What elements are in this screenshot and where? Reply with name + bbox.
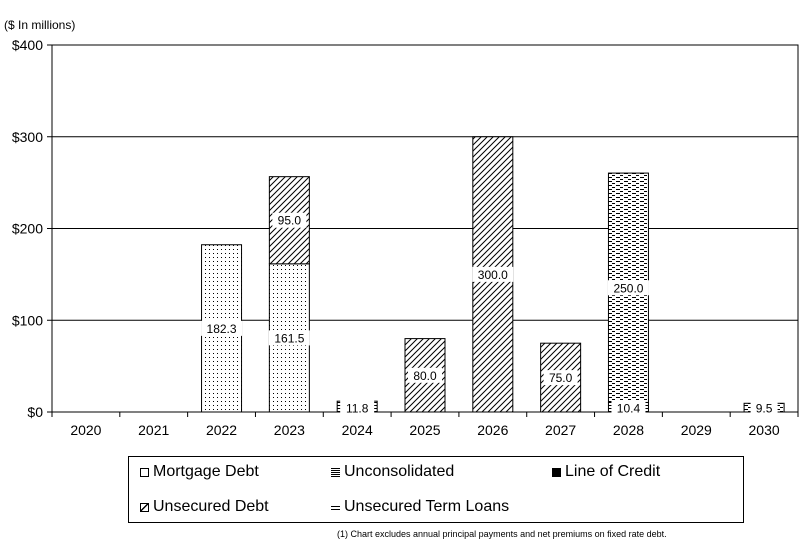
y-tick-label: $0 (27, 404, 43, 420)
legend-label: Unconsolidated (344, 463, 455, 480)
x-axis: 2020 2021 2022 2023 2024 2025 2026 2027 2028 2029… (51, 412, 799, 438)
data-label: 9.5 (756, 402, 773, 416)
y-tick-label: $100 (12, 312, 43, 328)
data-label-background (543, 370, 578, 386)
x-tick-label: 2025 (409, 422, 440, 438)
y-tick-label: $200 (12, 221, 43, 237)
legend-item-unsecured-debt: Unsecured Debt (140, 498, 269, 516)
x-tick-label: 2029 (681, 422, 712, 438)
unsecured-debt-swatch-icon (140, 502, 149, 512)
data-label-background (607, 280, 649, 296)
legend-label: Unsecured Debt (153, 498, 269, 515)
x-tick-label: 2028 (613, 422, 644, 438)
data-labels: 182.3 161.5 95.0 11.8 80.0 300.0 75.0 10.4 250.0… (201, 212, 778, 416)
data-label-background (268, 330, 310, 346)
data-label: 95.0 (278, 214, 302, 228)
data-label-background (272, 212, 307, 228)
legend-label: Mortgage Debt (153, 463, 259, 480)
data-label-background (472, 266, 514, 282)
data-label-background (750, 400, 778, 416)
data-label-background (611, 400, 646, 416)
x-tick-label: 2021 (138, 422, 169, 438)
legend-item-mortgage-debt: Mortgage Debt (140, 463, 259, 481)
legend-label: Unsecured Term Loans (344, 498, 510, 515)
legend-item-unsecured-term-loans: Unsecured Term Loans (331, 498, 509, 516)
legend-item-unconsolidated: Unconsolidated (331, 463, 454, 481)
x-tick-label: 2027 (545, 422, 576, 438)
unconsolidated-swatch-icon (331, 467, 340, 477)
unsecured-term-loans-swatch-icon (331, 502, 340, 512)
x-tick-label: 2020 (70, 422, 101, 438)
y-tick-label: $300 (12, 129, 43, 145)
y-axis: $0 $100 $200 $300 $400 (12, 37, 52, 420)
mortgage-debt-swatch-icon (140, 467, 149, 477)
y-tick-label: $400 (12, 37, 43, 53)
data-label-background (201, 320, 243, 336)
x-tick-label: 2024 (342, 422, 373, 438)
unit-label: ($ In millions) (4, 18, 76, 32)
data-label: 80.0 (413, 369, 437, 383)
data-label: 300.0 (478, 268, 508, 282)
x-tick-label: 2026 (477, 422, 508, 438)
data-label: 75.0 (549, 371, 573, 385)
legend-item-line-of-credit: Line of Credit (552, 463, 660, 481)
x-tick-label: 2030 (749, 422, 780, 438)
legend: Mortgage Debt Unconsolidated Line of Cre… (128, 456, 744, 523)
data-label: 11.8 (346, 402, 369, 416)
data-label-background (408, 367, 442, 383)
data-label: 182.3 (207, 322, 237, 336)
data-label: 250.0 (613, 281, 643, 295)
legend-label: Line of Credit (565, 463, 661, 480)
x-tick-label: 2022 (206, 422, 237, 438)
line-of-credit-swatch-icon (552, 467, 561, 477)
footnote: (1) Chart excludes annual principal paym… (337, 529, 667, 539)
data-label: 161.5 (274, 331, 304, 345)
x-tick-label: 2023 (274, 422, 305, 438)
data-label-background (340, 400, 375, 416)
data-label: 10.4 (617, 402, 641, 416)
